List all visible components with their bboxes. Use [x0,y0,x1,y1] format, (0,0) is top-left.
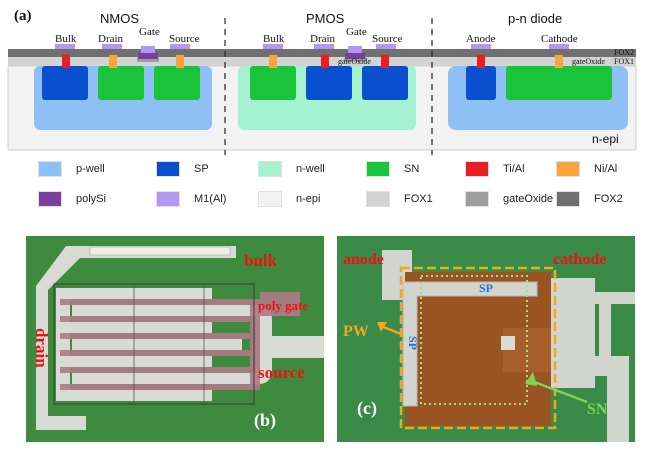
legend-swatch [258,161,282,177]
anode-label: Anode [466,33,495,45]
diode-sp [466,66,496,100]
legend-item-sp: SP [156,161,209,177]
sp-top-label: SP [479,281,493,295]
sp-outline [420,275,528,405]
pmos-poly [345,53,365,59]
anode-label: anode [343,251,384,268]
legend-swatch [38,191,62,207]
gate-oxide-label-diode: gateOxide [572,57,605,66]
nmos-drain-label: Drain [98,33,124,45]
bulk-label: bulk [244,251,278,270]
gate-oxide-label-pmos: gateOxide [338,57,371,66]
legend-item-p-well: p-well [38,161,105,177]
legend-item-n-well: n-well [258,161,325,177]
pmos-source-contact [381,55,389,68]
pmos-gate-metal [348,46,362,53]
pmos-drain-contact [321,55,329,68]
pw-label: PW [343,323,369,340]
bulk-metal [36,246,236,430]
pmos-sp-source [362,66,408,100]
legend-swatch [465,161,489,177]
legend: p-well SP n-well SN Ti/Al Ni/Al polySi M… [0,155,648,225]
legend-item-n-epi: n-epi [258,191,320,207]
nmos-sn-drain [98,66,144,100]
nmos-micrograph: bulk poly gate drain source (b) [26,236,324,442]
sn-label: SN [587,401,608,418]
legend-item-fox2: FOX2 [556,191,623,207]
nmos-poly [138,53,158,59]
source-fingers [72,305,324,384]
pmos-sn [250,66,296,100]
poly-gate-label: poly gate [258,298,308,313]
nmos-sp [42,66,88,100]
legend-item-fox1: FOX1 [366,191,433,207]
pmos-title: PMOS [306,11,345,26]
nmos-sn-source [154,66,200,100]
nmos-title: NMOS [100,11,139,26]
fox1-label: FOX1 [614,57,634,66]
legend-swatch [38,161,62,177]
pmos-drain-label: Drain [310,33,336,45]
panel-b-label: (b) [254,410,276,431]
pmos-gate-oxide [344,58,366,62]
cathode-label: cathode [553,251,606,268]
diode-micrograph: anode cathode SP SP PW SN (c) [337,236,635,442]
pw-arrow [380,324,402,336]
n-epi-label: n-epi [592,132,619,146]
diode-anode-contact [477,55,485,68]
cross-section-diagram: (a) NMOS PMOS p-n diode Bulk Drain Gate … [7,8,637,155]
sn-arrow [528,378,588,404]
legend-item-gate-oxide: gateOxide [465,191,553,207]
pmos-bulk-contact [269,55,277,68]
diode-cathode-contact [555,55,563,68]
cathode-label: Cathode [541,33,578,45]
fox2-label: FOX2 [614,48,634,57]
legend-swatch [556,191,580,207]
active-area [53,283,255,405]
legend-swatch [156,191,180,207]
diode-title: p-n diode [508,11,562,26]
fox2-layer [8,49,636,57]
legend-item-ti-al: Ti/Al [465,161,525,177]
panel-a-label: (a) [14,8,32,24]
poly-gate-fingers [60,292,300,390]
nmos-source-contact [176,55,184,68]
source-label: source [258,363,305,382]
legend-swatch [556,161,580,177]
sp-anode-metal [402,281,538,407]
pmos-source-label: Source [372,33,403,45]
pw-outline [399,266,557,430]
diode-sn [506,66,612,100]
nmos-gate-label: Gate [139,26,160,38]
pmos-sp-drain [306,66,352,100]
legend-item-ni-al: Ni/Al [556,161,617,177]
legend-swatch [465,191,489,207]
legend-swatch [366,161,390,177]
legend-swatch [366,191,390,207]
panel-c-label: (c) [357,398,377,419]
legend-item-polysi: polySi [38,191,106,207]
nmos-bulk-contact [62,55,70,68]
nmos-drain-contact [109,55,117,68]
pmos-gate-label: Gate [346,26,367,38]
nmos-gate-metal [141,46,155,53]
drain-label: drain [32,328,51,368]
nmos-bulk-label: Bulk [55,33,77,45]
fox1-layer [8,57,612,66]
legend-item-m1-al: M1(Al) [156,191,226,207]
sp-side-label: SP [406,336,420,350]
legend-swatch [156,161,180,177]
nmos-source-label: Source [169,33,200,45]
pmos-bulk-label: Bulk [263,33,285,45]
nmos-gate-oxide [137,58,159,62]
legend-item-sn: SN [366,161,419,177]
legend-swatch [258,191,282,207]
